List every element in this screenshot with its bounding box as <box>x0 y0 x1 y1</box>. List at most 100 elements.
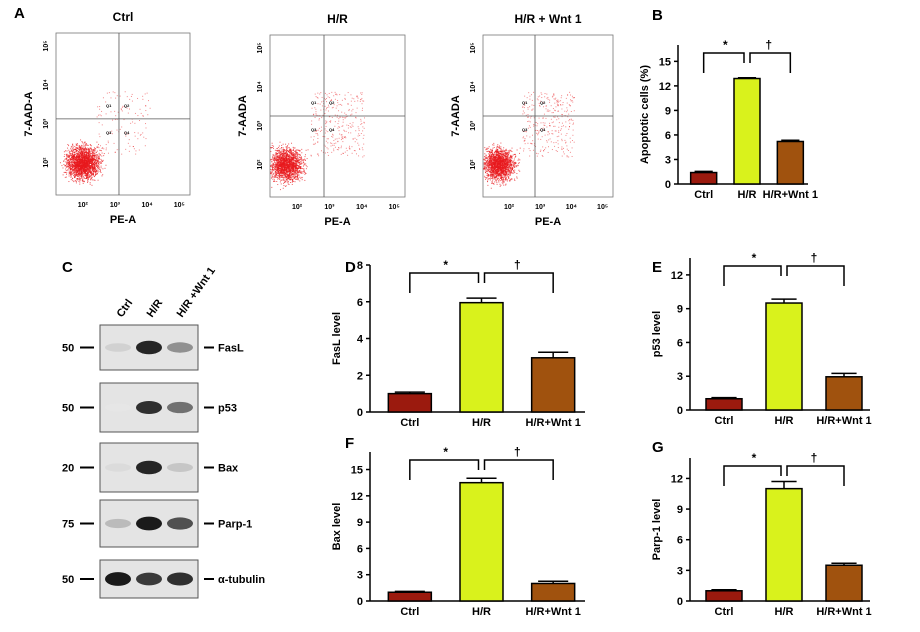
event-dot <box>299 168 300 169</box>
event-dot <box>66 172 67 173</box>
event-dot <box>338 126 339 127</box>
event-dot <box>88 176 89 177</box>
event-dot <box>141 113 142 114</box>
event-dot <box>120 96 121 97</box>
event-dot <box>270 169 271 170</box>
event-dot <box>95 171 96 172</box>
event-dot <box>328 148 329 149</box>
event-dot <box>87 164 88 165</box>
event-dot <box>273 148 274 149</box>
event-dot <box>92 165 93 166</box>
event-dot <box>91 159 92 160</box>
event-dot <box>85 175 86 176</box>
event-dot <box>133 146 134 147</box>
event-dot <box>341 105 342 106</box>
event-dot <box>72 149 73 150</box>
event-dot <box>290 155 291 156</box>
event-dot <box>325 128 326 129</box>
event-dot <box>304 156 305 157</box>
event-dot <box>492 144 493 145</box>
event-dot <box>516 173 517 174</box>
event-dot <box>68 169 69 170</box>
event-dot <box>298 167 299 168</box>
event-dot <box>87 171 88 172</box>
event-dot <box>97 171 98 172</box>
event-dot <box>287 165 288 166</box>
flow-title: H/R <box>327 12 348 26</box>
event-dot <box>272 147 273 148</box>
event-dot <box>351 101 352 102</box>
event-dot <box>362 103 363 104</box>
event-dot <box>74 171 75 172</box>
event-dot <box>325 133 326 134</box>
event-dot <box>315 109 316 110</box>
event-dot <box>315 143 316 144</box>
event-dot <box>280 154 281 155</box>
event-dot <box>106 113 107 114</box>
event-dot <box>88 172 89 173</box>
event-dot <box>134 148 135 149</box>
event-dot <box>281 167 282 168</box>
event-dot <box>134 123 135 124</box>
event-dot <box>68 168 69 169</box>
event-dot <box>507 175 508 176</box>
event-dot <box>285 181 286 182</box>
event-dot <box>280 142 281 143</box>
event-dot <box>101 159 102 160</box>
event-dot <box>317 133 318 134</box>
event-dot <box>352 109 353 110</box>
event-dot <box>128 143 129 144</box>
event-dot <box>298 150 299 151</box>
event-dot <box>335 143 336 144</box>
event-dot <box>341 154 342 155</box>
event-dot <box>94 176 95 177</box>
event-dot <box>338 110 339 111</box>
event-dot <box>135 136 136 137</box>
event-dot <box>92 155 93 156</box>
event-dot <box>301 172 302 173</box>
event-dot <box>145 110 146 111</box>
event-dot <box>299 164 300 165</box>
event-dot <box>355 138 356 139</box>
event-dot <box>96 152 97 153</box>
event-dot <box>346 148 347 149</box>
event-dot <box>352 98 353 99</box>
event-dot <box>142 96 143 97</box>
event-dot <box>332 107 333 108</box>
event-dot <box>344 131 345 132</box>
event-dot <box>79 159 80 160</box>
event-dot <box>346 131 347 132</box>
event-dot <box>90 179 91 180</box>
event-dot <box>90 182 91 183</box>
event-dot <box>83 154 84 155</box>
event-dot <box>360 92 361 93</box>
event-dot <box>106 149 107 150</box>
event-dot <box>84 175 85 176</box>
event-dot <box>289 157 290 158</box>
event-dot <box>79 157 80 158</box>
event-dot <box>148 100 149 101</box>
event-dot <box>103 148 104 149</box>
event-dot <box>274 161 275 162</box>
event-dot <box>81 149 82 150</box>
event-dot <box>313 144 314 145</box>
event-dot <box>85 143 86 144</box>
event-dot <box>352 126 353 127</box>
event-dot <box>284 182 285 183</box>
event-dot <box>315 94 316 95</box>
event-dot <box>286 168 287 169</box>
event-dot <box>77 148 78 149</box>
event-dot <box>135 154 136 155</box>
event-dot <box>71 162 72 163</box>
event-dot <box>297 154 298 155</box>
event-dot <box>96 163 97 164</box>
event-dot <box>131 96 132 97</box>
event-dot <box>292 179 293 180</box>
event-dot <box>506 177 507 178</box>
event-dot <box>302 179 303 180</box>
event-dot <box>299 177 300 178</box>
event-dot <box>135 150 136 151</box>
event-dot <box>272 169 273 170</box>
event-dot <box>278 178 279 179</box>
event-dot <box>122 107 123 108</box>
